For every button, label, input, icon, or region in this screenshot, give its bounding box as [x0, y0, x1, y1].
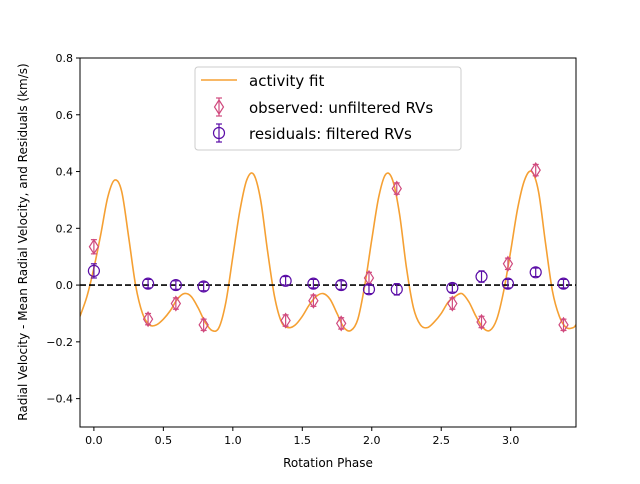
x-tick-label: 1.5: [294, 434, 312, 447]
observed-marker: [198, 316, 209, 333]
y-tick-label: 0.6: [56, 109, 74, 122]
y-tick-label: 0.0: [56, 279, 74, 292]
x-tick-label: 2.5: [432, 434, 450, 447]
observed-marker: [170, 295, 182, 312]
y-tick-label: −0.2: [46, 336, 73, 349]
observed-marker: [447, 295, 458, 312]
legend-observed-label: observed: unfiltered RVs: [249, 99, 433, 117]
residual-marker: [390, 283, 403, 296]
legend-frame: [194, 66, 462, 151]
residual-marker: [475, 270, 488, 283]
residual-point: [475, 270, 488, 283]
observed-marker: [88, 238, 100, 255]
observed-point: [170, 295, 182, 312]
x-tick-label: 3.0: [502, 434, 520, 447]
observed-marker: [502, 255, 514, 272]
residual-point: [335, 278, 348, 292]
residual-marker: [529, 266, 542, 279]
observed-point: [142, 311, 154, 328]
y-tick-label: 0.2: [56, 222, 74, 235]
x-ticks: 0.0 0.5 1.0 1.5 2.0 2.5 3.0: [85, 427, 519, 447]
observed-marker: [530, 162, 541, 179]
residual-marker: [279, 274, 292, 287]
observed-point: [198, 316, 209, 333]
legend-residual-label: residuals: filtered RVs: [249, 125, 412, 143]
residual-marker: [307, 277, 320, 290]
observed-marker: [476, 313, 487, 331]
y-tick-label: 0.8: [56, 52, 74, 65]
observed-point: [88, 238, 100, 255]
residual-point: [197, 280, 210, 293]
observed-marker: [558, 316, 569, 333]
x-tick-label: 2.0: [363, 434, 381, 447]
observed-marker: [280, 312, 291, 329]
residual-marker: [557, 277, 570, 290]
residual-marker: [362, 283, 376, 296]
residual-point: [307, 277, 320, 290]
legend: activity fit observed: unfiltered RVs re…: [194, 66, 462, 151]
observed-marker: [335, 315, 347, 332]
observed-point: [280, 312, 291, 329]
residual-marker: [446, 281, 459, 295]
x-tick-label: 0.0: [85, 434, 103, 447]
residual-point: [362, 283, 376, 296]
legend-fit-label: activity fit: [249, 72, 325, 90]
x-axis-label: Rotation Phase: [283, 456, 373, 470]
observed-point: [502, 255, 514, 272]
y-ticks: −0.4 −0.2 0.0 0.2 0.4 0.6 0.8: [46, 52, 80, 406]
residual-point: [529, 266, 542, 279]
residual-marker: [197, 280, 210, 293]
legend-residual-swatch: [212, 123, 226, 143]
residual-point: [141, 277, 155, 290]
observed-point: [558, 316, 569, 333]
observed-marker: [142, 311, 154, 328]
observed-marker: [391, 180, 402, 197]
observed-point: [391, 180, 402, 197]
residual-point: [390, 283, 403, 296]
residual-point: [279, 274, 292, 287]
x-tick-label: 0.5: [155, 434, 173, 447]
activity-fit-line: [80, 170, 576, 333]
legend-observed-swatch: [213, 97, 225, 117]
residual-point: [446, 281, 459, 295]
plot-layer: [80, 162, 576, 333]
x-tick-label: 1.0: [224, 434, 242, 447]
axes-frame: [79, 57, 577, 428]
residual-marker: [501, 277, 515, 290]
residual-point: [169, 278, 182, 292]
observed-point: [447, 295, 458, 312]
residual-marker: [141, 277, 155, 290]
observed-point: [530, 162, 541, 179]
residual-marker: [87, 264, 100, 277]
residual-marker: [335, 278, 348, 292]
residual-marker: [169, 278, 182, 292]
plot-content: [80, 162, 576, 333]
observed-point: [335, 315, 347, 332]
observed-point: [476, 313, 487, 331]
observed-marker: [308, 292, 319, 309]
residual-point: [557, 277, 570, 290]
residual-point: [501, 277, 515, 290]
y-tick-label: −0.4: [46, 393, 73, 406]
y-axis-label: Radial Velocity - Mean Radial Velocity, …: [16, 63, 30, 420]
y-tick-label: 0.4: [56, 166, 74, 179]
residual-point: [87, 263, 100, 279]
observed-point: [308, 292, 319, 309]
